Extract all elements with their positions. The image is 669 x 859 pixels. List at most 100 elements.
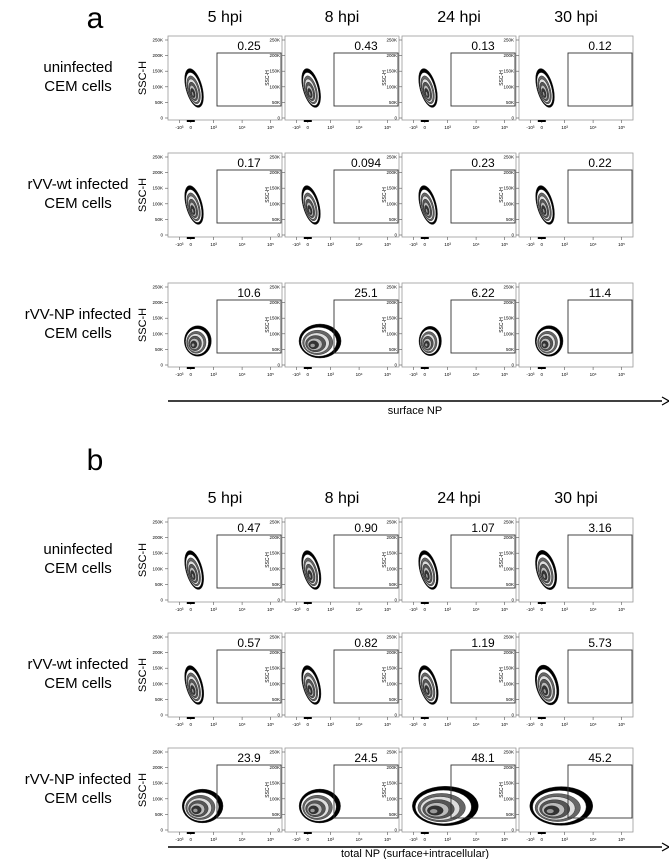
row-label-line: CEM cells [44, 790, 112, 807]
gate [333, 169, 399, 224]
contour-level [191, 573, 195, 579]
y-tick-label: 0 [160, 713, 163, 718]
y-tick-label: 200K [269, 535, 280, 540]
y-tick-label: 50K [272, 582, 280, 587]
y-tick-label: 150K [503, 666, 514, 671]
y-tick-label: 100K [269, 201, 280, 206]
y-tick-label: 0 [277, 598, 280, 603]
row-label-line: rVV-wt infected [28, 176, 129, 193]
panel-b: b 5 hpi 8 hpi 24 hpi 30 hpi uninfected CEM cel… [25, 444, 669, 859]
x-tick-label: 10⁵ [618, 722, 625, 727]
y-tick-label: 150K [503, 551, 514, 556]
plot-b-r1-c4: 0 50K 100K 150K 200K 250K -10³ 0 10³ 10⁴ 10⁵ SSC-H 3… [499, 517, 634, 612]
x-tick-label: 0 [424, 242, 427, 247]
plot-a-r2-c1: 0 50K 100K 150K 200K 250K -10³ 0 10³ 10⁴ 10⁵ SSC-H 0… [137, 152, 283, 247]
y-tick-label: 200K [386, 765, 397, 770]
contour-level [308, 208, 311, 214]
y-tick-label: 150K [269, 69, 280, 74]
y-tick-label: 250K [269, 285, 280, 290]
x-tick-label: 10⁴ [239, 837, 246, 842]
x-tick-label: 10³ [444, 242, 451, 247]
plot-a-r2-c3: 0 50K 100K 150K 200K 250K -10³ 0 10³ 10⁴ 10⁵ SSC-H 0… [382, 152, 517, 247]
population-contour [184, 325, 212, 357]
gate-percentage: 0.094 [351, 156, 381, 170]
column-header: 8 hpi [325, 9, 360, 26]
y-tick-label: 250K [386, 285, 397, 290]
y-tick-label: 50K [155, 217, 163, 222]
y-tick-label: 250K [503, 635, 514, 640]
y-tick-label: 100K [503, 681, 514, 686]
panel-a: a 5 hpi 8 hpi 24 hpi 30 hpi uninfected CEM cel… [25, 2, 669, 417]
y-tick-label: 100K [152, 331, 163, 336]
contour-level [309, 808, 316, 813]
x-tick-label: -10³ [175, 607, 184, 612]
plot-b-r3-c2: 0 50K 100K 150K 200K 250K -10³ 0 10³ 10⁴ 10⁵ SSC-H 2… [265, 747, 400, 842]
y-tick-label: 50K [389, 812, 397, 817]
y-tick-label: 150K [269, 316, 280, 321]
y-tick-label: 250K [269, 38, 280, 43]
gate-percentage: 0.17 [237, 156, 261, 170]
gate [333, 764, 399, 819]
x-tick-label: 0 [190, 242, 193, 247]
y-tick-label: 150K [386, 69, 397, 74]
x-tick-label: -10³ [175, 242, 184, 247]
y-tick-label: 0 [511, 233, 514, 238]
row-label: rVV-wt infected CEM cells [28, 176, 129, 212]
y-tick-label: 0 [160, 828, 163, 833]
x-tick-label: 10⁵ [384, 722, 391, 727]
x-axis-tick-cluster [537, 237, 546, 239]
gate-percentage: 5.73 [588, 636, 612, 650]
gate-percentage: 6.22 [471, 286, 495, 300]
x-tick-label: 10⁴ [590, 242, 597, 247]
y-tick-label: 0 [394, 116, 397, 121]
row-label-line: CEM cells [44, 325, 112, 342]
x-tick-label: 10⁵ [384, 837, 391, 842]
x-tick-label: 10³ [210, 722, 217, 727]
x-tick-label: 10³ [444, 722, 451, 727]
y-tick-label: 50K [272, 100, 280, 105]
y-tick-label: 150K [386, 666, 397, 671]
column-header: 5 hpi [208, 9, 243, 26]
y-tick-label: 150K [152, 316, 163, 321]
population-contour [535, 185, 555, 225]
y-tick-label: 100K [386, 681, 397, 686]
gate [567, 169, 633, 224]
x-tick-label: 0 [424, 837, 427, 842]
y-tick-label: 150K [269, 186, 280, 191]
population-contour [418, 68, 438, 108]
contour-level [543, 688, 547, 694]
y-tick-label: 0 [511, 713, 514, 718]
contour-level [542, 573, 546, 579]
gate-percentage: 25.1 [354, 286, 378, 300]
gate-percentage: 0.43 [354, 39, 378, 53]
gate [216, 764, 282, 819]
y-axis-label: SSC-H [265, 187, 271, 203]
gate-percentage: 0.82 [354, 636, 378, 650]
x-axis-tick-cluster [186, 832, 195, 834]
y-tick-label: 250K [152, 635, 163, 640]
y-axis-label: SSC-H [499, 187, 505, 203]
x-axis-tick-cluster [537, 832, 546, 834]
y-tick-label: 200K [503, 650, 514, 655]
y-tick-label: 0 [277, 828, 280, 833]
population-contour [535, 664, 560, 706]
y-tick-label: 50K [155, 100, 163, 105]
x-tick-label: 0 [424, 125, 427, 130]
gate [567, 764, 633, 819]
x-tick-label: -10³ [292, 607, 301, 612]
x-tick-label: 0 [307, 242, 310, 247]
x-tick-label: -10³ [175, 372, 184, 377]
gate [450, 534, 516, 589]
y-tick-label: 250K [269, 750, 280, 755]
y-tick-label: 0 [511, 363, 514, 368]
contour-level [308, 91, 312, 97]
y-axis-label: SSC-H [499, 667, 505, 683]
x-tick-label: 10⁴ [239, 372, 246, 377]
y-tick-label: 100K [503, 566, 514, 571]
y-tick-label: 100K [269, 84, 280, 89]
y-tick-label: 50K [389, 217, 397, 222]
y-tick-label: 0 [277, 713, 280, 718]
x-tick-label: 0 [307, 837, 310, 842]
y-tick-label: 200K [269, 765, 280, 770]
y-tick-label: 100K [503, 201, 514, 206]
